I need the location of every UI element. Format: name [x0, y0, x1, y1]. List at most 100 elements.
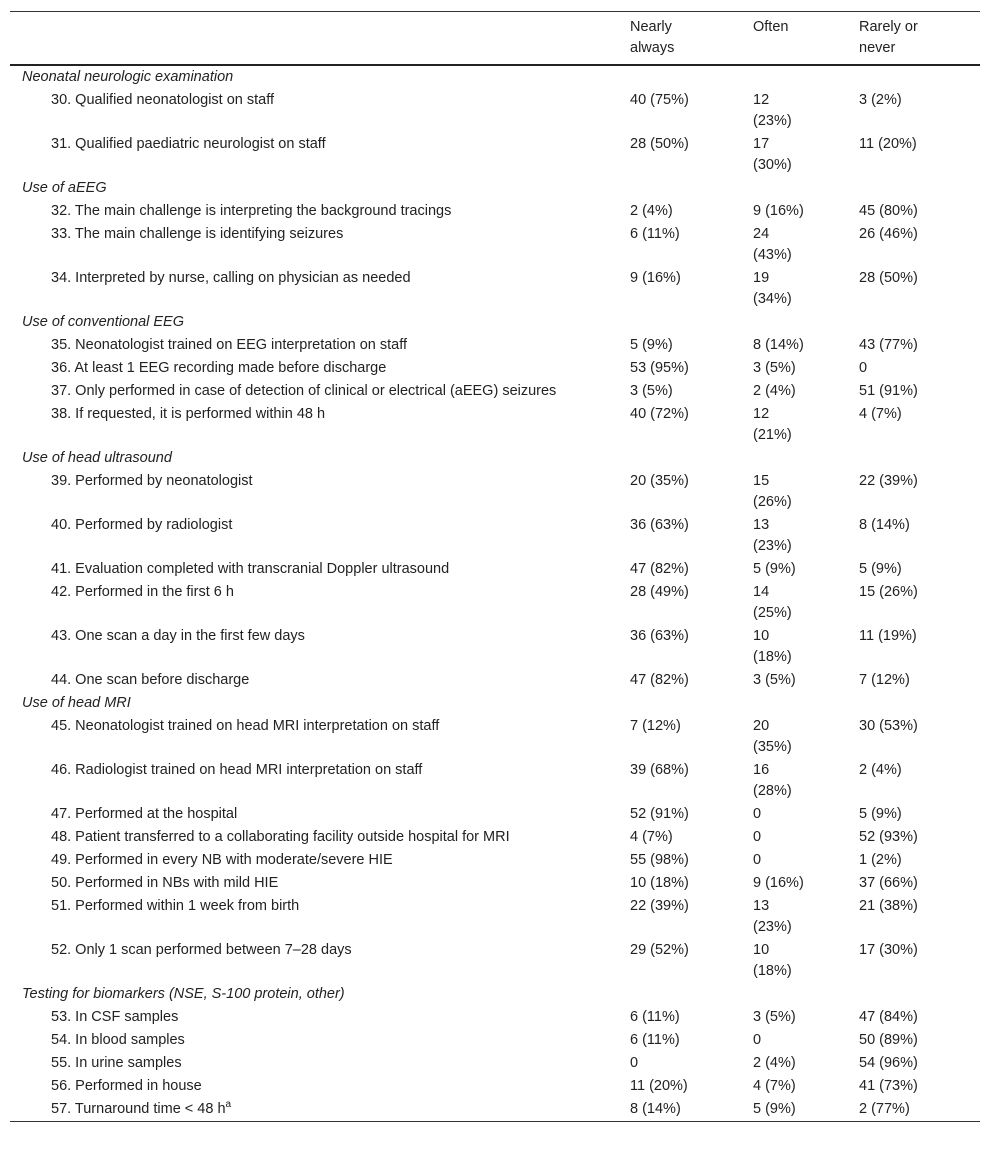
cell-value: 2 (77%) — [859, 1101, 910, 1117]
row-label: 32. The main challenge is interpreting t… — [10, 200, 620, 223]
cell-value: 2 (4%) — [630, 203, 673, 219]
cell-value: 2 (4%) — [753, 1055, 796, 1071]
data-row: 35. Neonatologist trained on EEG interpr… — [10, 334, 980, 357]
cell-value: 3 (5%) — [753, 672, 796, 688]
cell-value: 0 — [753, 829, 762, 845]
row-label: 31. Qualified paediatric neurologist on … — [10, 133, 620, 177]
row-label-text: 57. Turnaround time < 48 h — [51, 1101, 226, 1117]
section-title: Use of head ultrasound — [22, 450, 172, 466]
data-row: 45. Neonatologist trained on head MRI in… — [10, 715, 980, 759]
data-row: 49. Performed in every NB with moderate/… — [10, 849, 980, 872]
row-label: 33. The main challenge is identifying se… — [10, 223, 620, 267]
cell-value: 50 (89%) — [859, 1032, 918, 1048]
row-label-text: 50. Performed in NBs with mild HIE — [51, 875, 279, 891]
cell-value: 12 (23%) — [753, 92, 792, 129]
row-label-text: 41. Evaluation completed with transcrani… — [51, 561, 450, 577]
row-label-text: 34. Interpreted by nurse, calling on phy… — [51, 270, 411, 286]
row-label-text: 43. One scan a day in the first few days — [51, 628, 305, 644]
cell-value: 5 (9%) — [859, 806, 902, 822]
row-label-text: 39. Performed by neonatologist — [51, 473, 253, 489]
row-label-text: 49. Performed in every NB with moderate/… — [51, 852, 393, 868]
data-row: 46. Radiologist trained on head MRI inte… — [10, 759, 980, 803]
row-label: 34. Interpreted by nurse, calling on phy… — [10, 267, 620, 311]
data-row: 41. Evaluation completed with transcrani… — [10, 558, 980, 581]
row-label: 42. Performed in the first 6 h — [10, 581, 620, 625]
section-row: Neonatal neurologic examination — [10, 65, 980, 89]
cell-value: 15 (26%) — [859, 584, 918, 600]
data-row: 53. In CSF samples 6 (11%) 3 (5%) 47 (84%) — [10, 1006, 980, 1029]
data-row: 30. Qualified neonatologist on staff 40 (… — [10, 89, 980, 133]
cell-value: 28 (50%) — [630, 136, 689, 152]
cell-value: 11 (20%) — [630, 1078, 688, 1094]
data-row: 39. Performed by neonatologist 20 (35%) 15… — [10, 470, 980, 514]
cell-value: 9 (16%) — [753, 875, 804, 891]
data-row: 31. Qualified paediatric neurologist on … — [10, 133, 980, 177]
cell-value: 36 (63%) — [630, 517, 689, 533]
row-label-text: 40. Performed by radiologist — [51, 517, 233, 533]
data-row: 44. One scan before discharge 47 (82%) 3 (… — [10, 669, 980, 692]
cell-value: 36 (63%) — [630, 628, 689, 644]
cell-value: 8 (14%) — [630, 1101, 681, 1117]
header-blank — [10, 11, 620, 66]
cell-value: 6 (11%) — [630, 1032, 680, 1048]
row-label-text: 51. Performed within 1 week from birth — [51, 898, 300, 914]
cell-value: 21 (38%) — [859, 898, 918, 914]
row-label: 54. In blood samples — [10, 1029, 620, 1052]
cell-value: 29 (52%) — [630, 942, 689, 958]
cell-value: 28 (50%) — [859, 270, 918, 286]
row-label-text: 36. At least 1 EEG recording made before… — [51, 360, 387, 376]
cell-value: 12 (21%) — [753, 406, 792, 443]
row-label-text: 42. Performed in the first 6 h — [51, 584, 234, 600]
section-title: Use of head MRI — [22, 695, 131, 711]
row-label: 47. Performed at the hospital — [10, 803, 620, 826]
row-label: 52. Only 1 scan performed between 7–28 d… — [10, 939, 620, 983]
section-row: Use of aEEG — [10, 177, 980, 200]
cell-value: 5 (9%) — [753, 561, 796, 577]
row-label-text: 45. Neonatologist trained on head MRI in… — [51, 718, 440, 734]
row-label: 46. Radiologist trained on head MRI inte… — [10, 759, 620, 803]
section-title: Testing for biomarkers (NSE, S-100 prote… — [22, 986, 345, 1002]
cell-value: 1 (2%) — [859, 852, 902, 868]
row-label-text: 46. Radiologist trained on head MRI inte… — [51, 762, 423, 778]
cell-value: 8 (14%) — [753, 337, 804, 353]
cell-value: 19 (34%) — [753, 270, 792, 307]
cell-value: 51 (91%) — [859, 383, 918, 399]
cell-value: 39 (68%) — [630, 762, 689, 778]
data-row: 57. Turnaround time < 48 ha 8 (14%) 5 (9%)… — [10, 1098, 980, 1122]
cell-value: 26 (46%) — [859, 226, 918, 242]
row-label: 51. Performed within 1 week from birth — [10, 895, 620, 939]
section-title: Use of conventional EEG — [22, 314, 185, 330]
row-label: 57. Turnaround time < 48 ha — [10, 1098, 620, 1122]
column-header: Nearly always — [620, 11, 743, 66]
row-label-text: 31. Qualified paediatric neurologist on … — [51, 136, 326, 152]
row-label: 39. Performed by neonatologist — [10, 470, 620, 514]
row-label: 56. Performed in house — [10, 1075, 620, 1098]
cell-value: 2 (4%) — [859, 762, 902, 778]
table-body: Neonatal neurologic examination 30. Quali… — [10, 65, 980, 1122]
data-row: 52. Only 1 scan performed between 7–28 d… — [10, 939, 980, 983]
data-row: 48. Patient transferred to a collaborati… — [10, 826, 980, 849]
data-row: 33. The main challenge is identifying se… — [10, 223, 980, 267]
data-row: 50. Performed in NBs with mild HIE 10 (18… — [10, 872, 980, 895]
cell-value: 22 (39%) — [630, 898, 689, 914]
section-title: Use of aEEG — [22, 180, 107, 196]
cell-value: 17 (30%) — [859, 942, 918, 958]
cell-value: 52 (91%) — [630, 806, 689, 822]
data-row: 51. Performed within 1 week from birth 22… — [10, 895, 980, 939]
cell-value: 41 (73%) — [859, 1078, 918, 1094]
row-label-text: 55. In urine samples — [51, 1055, 182, 1071]
cell-value: 7 (12%) — [630, 718, 681, 734]
cell-value: 15 (26%) — [753, 473, 792, 510]
cell-value: 11 (19%) — [859, 628, 917, 644]
cell-value: 17 (30%) — [753, 136, 792, 173]
cell-value: 4 (7%) — [859, 406, 902, 422]
cell-value: 43 (77%) — [859, 337, 918, 353]
cell-value: 45 (80%) — [859, 203, 918, 219]
cell-value: 24 (43%) — [753, 226, 792, 263]
cell-value: 9 (16%) — [630, 270, 681, 286]
data-row: 42. Performed in the first 6 h 28 (49%) 14… — [10, 581, 980, 625]
cell-value: 40 (75%) — [630, 92, 689, 108]
data-row: 37. Only performed in case of detection … — [10, 380, 980, 403]
cell-value: 16 (28%) — [753, 762, 792, 799]
cell-value: 28 (49%) — [630, 584, 689, 600]
